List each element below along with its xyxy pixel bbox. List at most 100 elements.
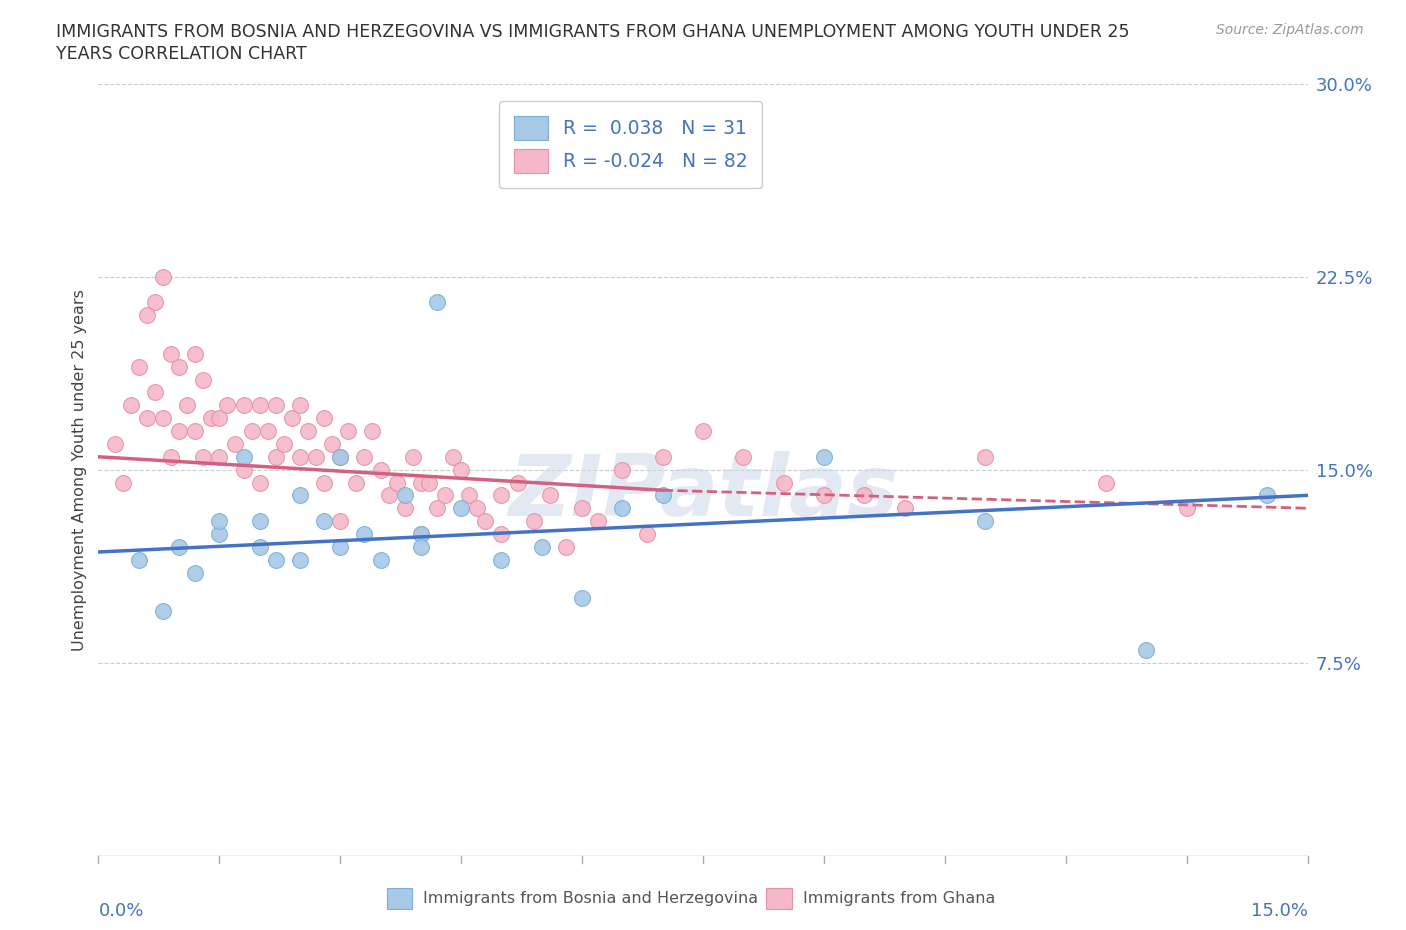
- Point: [184, 565, 207, 580]
- Point: [232, 462, 254, 477]
- Point: [135, 411, 157, 426]
- Point: [249, 539, 271, 554]
- Point: [353, 526, 375, 541]
- Point: [394, 500, 416, 515]
- Point: [305, 449, 328, 464]
- Point: [409, 539, 432, 554]
- Point: [224, 436, 246, 451]
- Point: [337, 423, 360, 438]
- Legend: R =  0.038   N = 31, R = -0.024   N = 82: R = 0.038 N = 31, R = -0.024 N = 82: [499, 100, 762, 189]
- Point: [321, 436, 343, 451]
- Point: [176, 398, 198, 413]
- Text: IMMIGRANTS FROM BOSNIA AND HERZEGOVINA VS IMMIGRANTS FROM GHANA UNEMPLOYMENT AMO: IMMIGRANTS FROM BOSNIA AND HERZEGOVINA V…: [56, 23, 1130, 41]
- Point: [733, 449, 755, 464]
- Text: 15.0%: 15.0%: [1250, 902, 1308, 920]
- Point: [128, 359, 150, 374]
- Point: [264, 552, 287, 567]
- Point: [651, 449, 673, 464]
- Point: [491, 552, 513, 567]
- Point: [409, 526, 432, 541]
- Point: [249, 513, 271, 528]
- Point: [167, 359, 190, 374]
- Point: [772, 475, 794, 490]
- Point: [240, 423, 263, 438]
- Point: [370, 552, 392, 567]
- Point: [329, 539, 352, 554]
- Point: [314, 475, 336, 490]
- Point: [103, 436, 125, 451]
- Point: [160, 449, 183, 464]
- Point: [491, 526, 513, 541]
- Point: [370, 462, 392, 477]
- Point: [135, 308, 157, 323]
- Point: [974, 513, 997, 528]
- Point: [402, 449, 425, 464]
- Point: [450, 462, 472, 477]
- Point: [314, 513, 336, 528]
- Point: [555, 539, 578, 554]
- Point: [208, 411, 231, 426]
- Point: [1135, 643, 1157, 658]
- Point: [314, 411, 336, 426]
- Point: [288, 488, 311, 503]
- Point: [152, 604, 174, 618]
- Point: [152, 411, 174, 426]
- Point: [184, 423, 207, 438]
- Point: [813, 449, 835, 464]
- Point: [167, 539, 190, 554]
- Point: [232, 398, 254, 413]
- Point: [491, 488, 513, 503]
- Point: [474, 513, 496, 528]
- Point: [288, 552, 311, 567]
- Point: [329, 513, 352, 528]
- Point: [193, 372, 215, 387]
- Point: [264, 449, 287, 464]
- Point: [184, 346, 207, 361]
- Point: [297, 423, 319, 438]
- Point: [249, 398, 271, 413]
- Point: [426, 500, 449, 515]
- Point: [394, 488, 416, 503]
- Point: [571, 500, 593, 515]
- Text: YEARS CORRELATION CHART: YEARS CORRELATION CHART: [56, 45, 307, 62]
- Point: [1175, 500, 1198, 515]
- Point: [208, 526, 231, 541]
- Point: [256, 423, 278, 438]
- Point: [361, 423, 384, 438]
- Point: [409, 526, 432, 541]
- Point: [692, 423, 714, 438]
- Point: [612, 500, 634, 515]
- Point: [418, 475, 440, 490]
- Point: [636, 526, 658, 541]
- Text: Immigrants from Bosnia and Herzegovina: Immigrants from Bosnia and Herzegovina: [423, 891, 758, 906]
- Point: [152, 270, 174, 285]
- Point: [1095, 475, 1118, 490]
- Point: [281, 411, 304, 426]
- Text: Immigrants from Ghana: Immigrants from Ghana: [803, 891, 995, 906]
- Point: [612, 462, 634, 477]
- Point: [426, 295, 449, 310]
- Point: [143, 295, 166, 310]
- Point: [586, 513, 609, 528]
- Point: [249, 475, 271, 490]
- Point: [458, 488, 481, 503]
- Point: [377, 488, 399, 503]
- Text: Source: ZipAtlas.com: Source: ZipAtlas.com: [1216, 23, 1364, 37]
- Point: [1256, 488, 1278, 503]
- Point: [128, 552, 150, 567]
- Point: [208, 513, 231, 528]
- Point: [538, 488, 561, 503]
- Point: [571, 591, 593, 605]
- Point: [506, 475, 529, 490]
- Point: [329, 449, 352, 464]
- Point: [208, 449, 231, 464]
- Point: [143, 385, 166, 400]
- Point: [434, 488, 457, 503]
- Point: [344, 475, 367, 490]
- Point: [111, 475, 134, 490]
- Point: [385, 475, 408, 490]
- Point: [813, 488, 835, 503]
- Point: [160, 346, 183, 361]
- Point: [200, 411, 222, 426]
- Point: [329, 449, 352, 464]
